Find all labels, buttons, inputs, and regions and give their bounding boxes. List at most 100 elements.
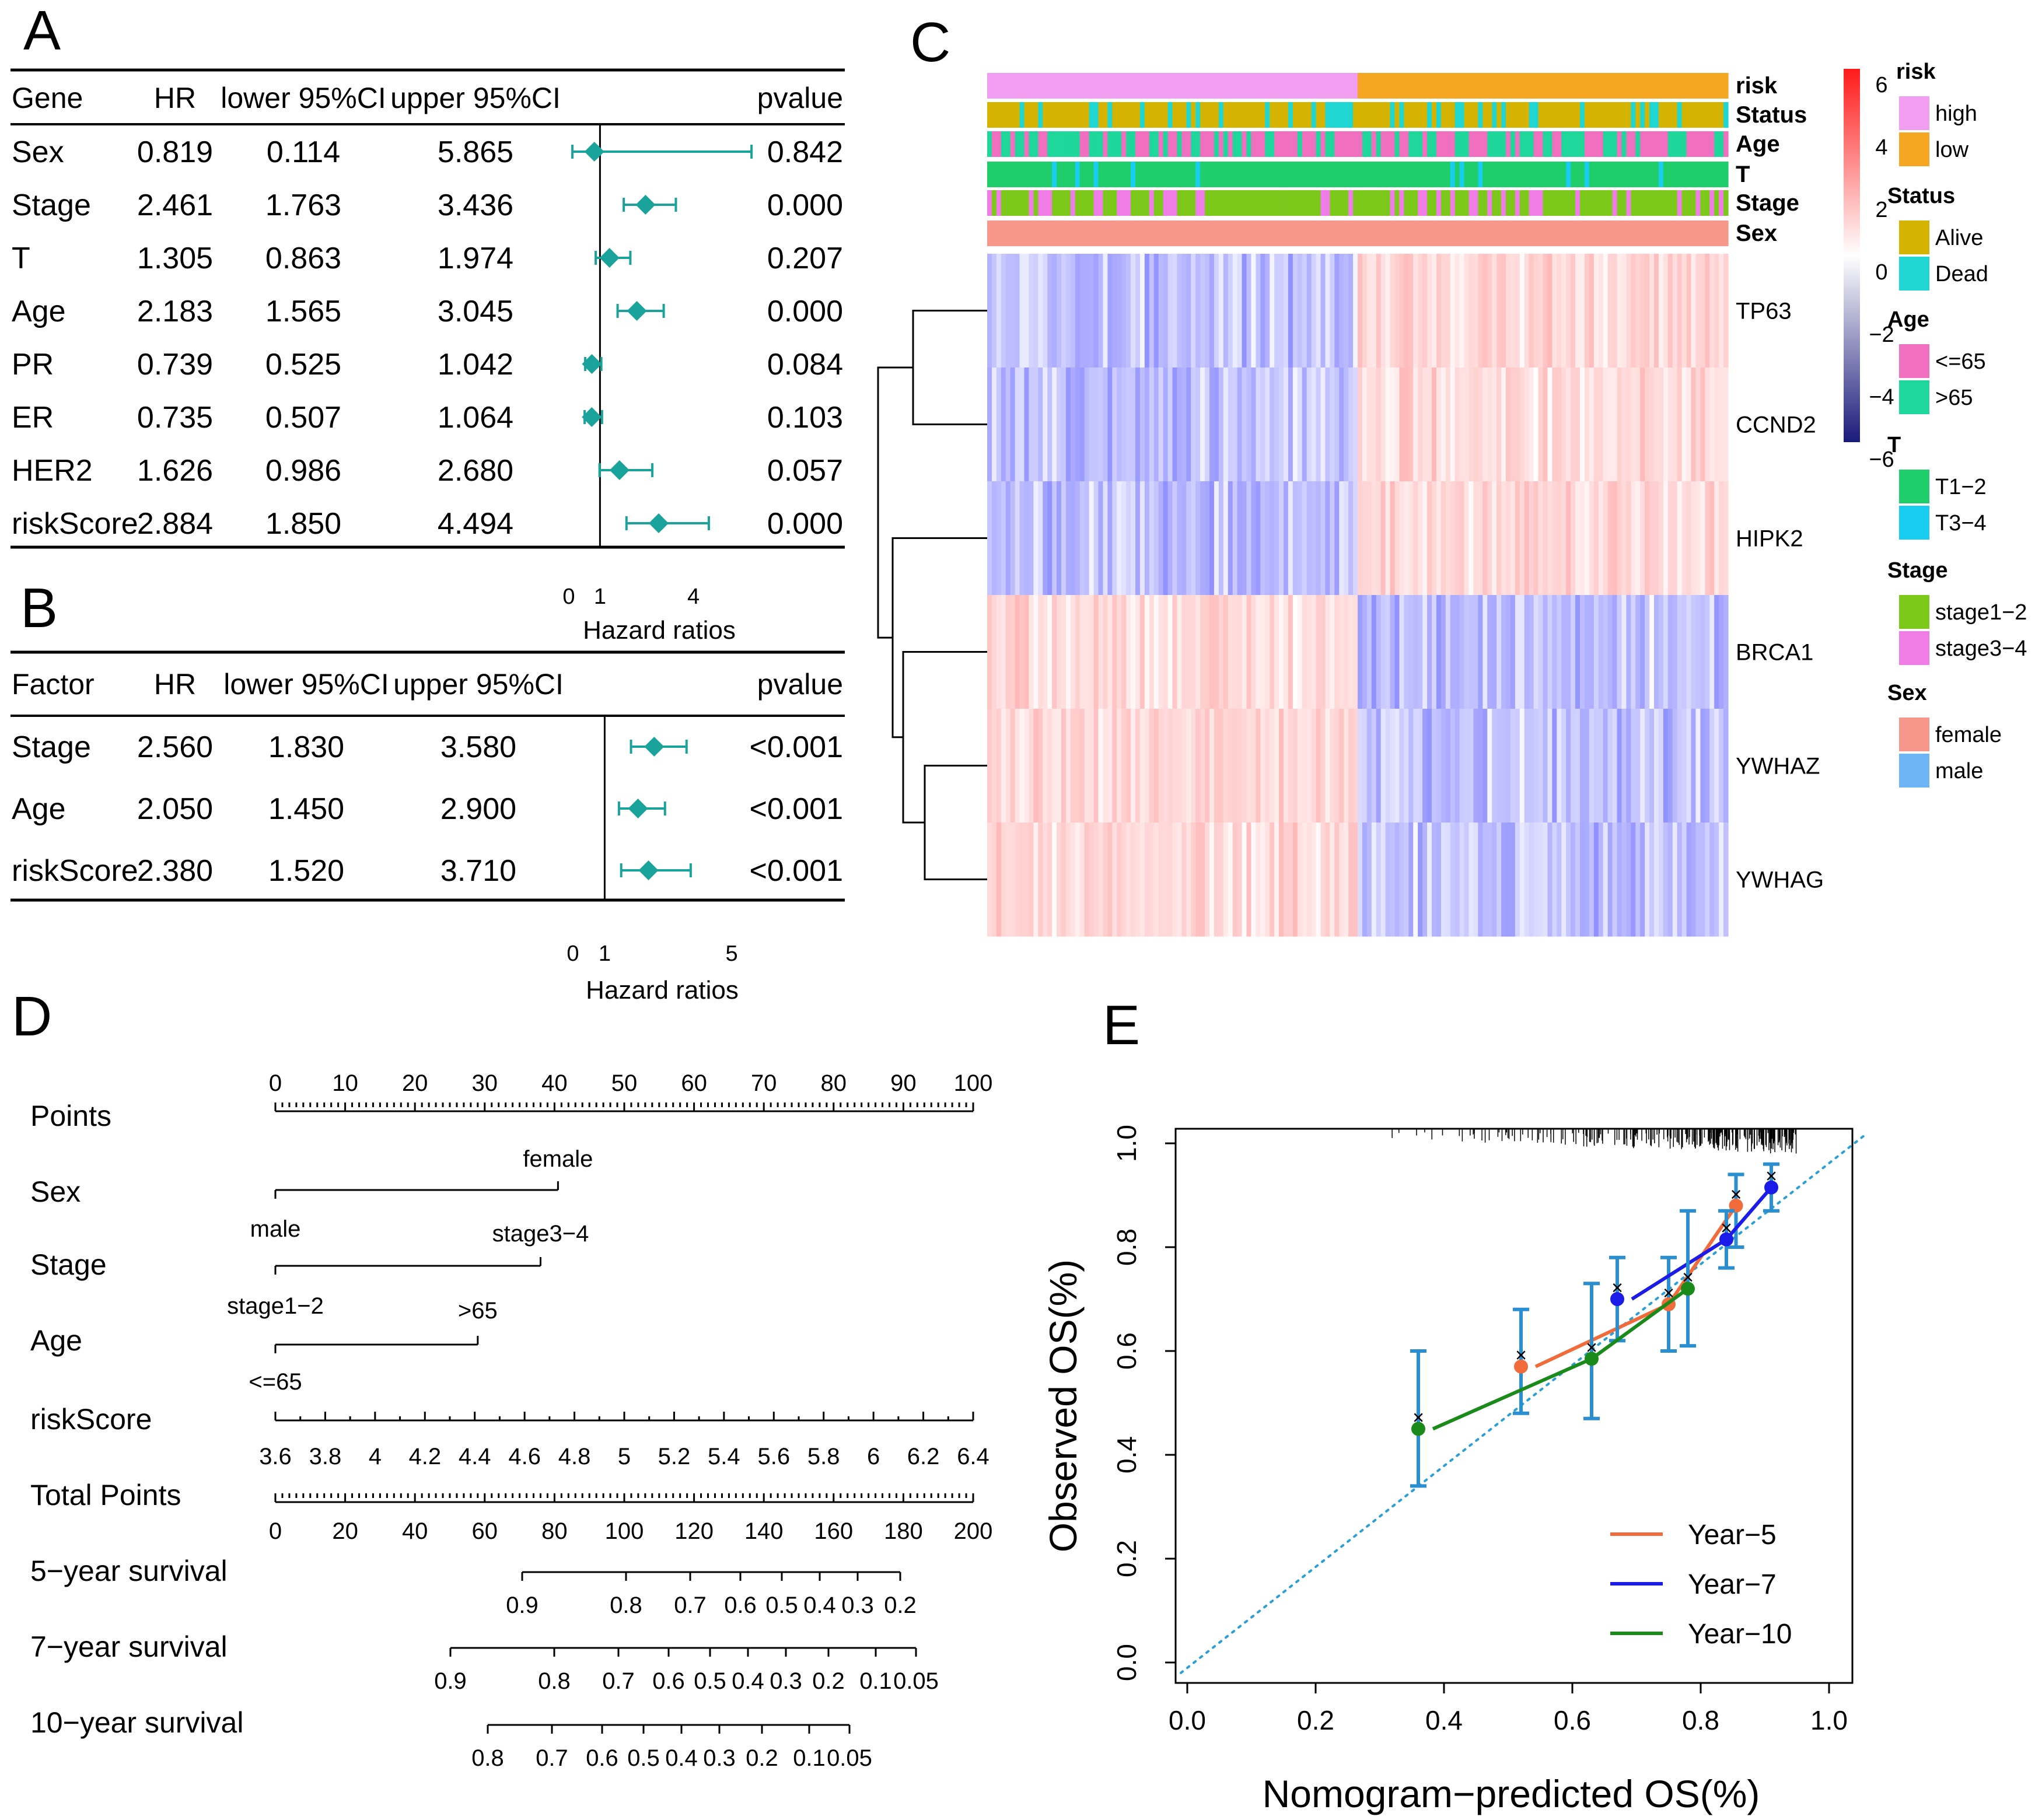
table-cell: 1.305 [137, 242, 213, 275]
annotation-cell [1144, 131, 1150, 157]
annotation-cell [1065, 73, 1071, 99]
heatmap-cell [1284, 368, 1289, 482]
annotation-cell [1566, 220, 1571, 246]
annotation-cell [1427, 73, 1432, 99]
heatmap-cell [1325, 481, 1330, 596]
heatmap-cell [1640, 368, 1645, 482]
annotation-cell [1654, 190, 1659, 216]
annotation-cell [1468, 220, 1474, 246]
annotation-cell [1131, 102, 1136, 128]
nomogram-tick-label: 0.7 [674, 1592, 707, 1618]
heatmap-cell [1667, 822, 1673, 937]
annotation-cell [1089, 190, 1095, 216]
heatmap-cell [1612, 254, 1618, 368]
heatmap-cell [1242, 254, 1247, 368]
table-cell: 1.450 [268, 792, 344, 826]
heatmap-cell [1191, 595, 1196, 709]
heatmap-cell [1506, 595, 1511, 709]
annotation-cell [1043, 131, 1048, 157]
annotation-cell [1139, 190, 1145, 216]
heatmap-cell [1571, 368, 1576, 482]
annotation-cell [1612, 190, 1618, 216]
annotation-cell [1422, 102, 1428, 128]
annotation-cell [1209, 102, 1215, 128]
heatmap-cell [1292, 595, 1298, 709]
heatmap-cell [1218, 368, 1224, 482]
legend-label: stage1−2 [1935, 600, 2027, 625]
annotation-cell [1112, 73, 1117, 99]
heatmap-cell [1093, 595, 1099, 709]
heatmap-cell [1593, 595, 1599, 709]
nomogram-tick-label: 0.5 [694, 1668, 726, 1694]
heatmap-cell [1487, 368, 1492, 482]
heatmap-cell [1575, 822, 1581, 937]
heatmap-cell [1603, 595, 1609, 709]
annotation-cell [1339, 190, 1344, 216]
table-cell: 1.520 [268, 854, 344, 888]
annotation-cell [1450, 131, 1456, 157]
heatmap-cell [1265, 709, 1270, 823]
annotation-cell [1292, 220, 1298, 246]
annotation-cell [1700, 73, 1705, 99]
heatmap-cell [1200, 254, 1205, 368]
heatmap-cell [1640, 709, 1645, 823]
heatmap-cell [1399, 481, 1404, 596]
heatmap-cell [1126, 709, 1131, 823]
annotation-cell [1547, 73, 1553, 99]
heatmap-cell [1200, 481, 1205, 596]
annotation-cell [1038, 162, 1043, 187]
annotation-cell [1135, 131, 1141, 157]
heatmap-cell [1181, 595, 1187, 709]
heatmap-cell [1052, 595, 1057, 709]
heatmap-cell [1394, 595, 1400, 709]
annotation-cell [1297, 162, 1303, 187]
heatmap-cell [1450, 595, 1456, 709]
heatmap-cell [1163, 595, 1169, 709]
scale-tick-label: −2 [1869, 323, 1894, 347]
heatmap-cell [1237, 822, 1243, 937]
table-cell: Age [12, 295, 66, 328]
heatmap-cell [1339, 254, 1344, 368]
heatmap-cell [1714, 709, 1719, 823]
heatmap-cell [1607, 368, 1613, 482]
heatmap-cell [1274, 481, 1279, 596]
legend-label: >65 [1935, 386, 1973, 410]
annotation-cell [1274, 102, 1279, 128]
heatmap-cell [1005, 368, 1011, 482]
heatmap-cell [1418, 481, 1423, 596]
heatmap-cell [1177, 481, 1182, 596]
heatmap-cell [1043, 595, 1048, 709]
annotation-cell [1019, 162, 1025, 187]
heatmap-cell [1126, 822, 1131, 937]
annotation-cell [991, 162, 997, 187]
annotation-cell [1700, 190, 1705, 216]
series-line [1432, 1287, 1689, 1431]
nomogram-row-label: Age [30, 1324, 82, 1357]
annotation-cell [1635, 131, 1641, 157]
heatmap-cell [991, 481, 997, 596]
annotation-cell [1487, 73, 1492, 99]
heatmap-cell [1589, 481, 1595, 596]
heatmap-cell [1112, 595, 1117, 709]
annotation-cell [1223, 190, 1229, 216]
annotation-cell [1043, 190, 1048, 216]
heatmap-cell [1167, 368, 1173, 482]
heatmap-cell [1242, 709, 1247, 823]
x-axis-label: Nomogram−predicted OS(%) [1263, 1772, 1760, 1815]
heatmap-cell [1205, 709, 1210, 823]
heatmap-cell [1621, 254, 1627, 368]
heatmap-cell [1232, 595, 1238, 709]
heatmap-cell [1454, 595, 1460, 709]
annotation-cell [1436, 220, 1442, 246]
heatmap-cell [1079, 254, 1085, 368]
heatmap-cell [1538, 595, 1544, 709]
annotation-cell [1575, 73, 1581, 99]
annotation-cell [1454, 162, 1460, 187]
heatmap-cell [1695, 368, 1701, 482]
annotation-cell [1084, 162, 1090, 187]
annotation-cell [1135, 73, 1141, 99]
heatmap-cell [1010, 368, 1016, 482]
annotation-cell [1376, 162, 1382, 187]
heatmap-cell [1348, 368, 1354, 482]
heatmap-cell [1649, 822, 1655, 937]
